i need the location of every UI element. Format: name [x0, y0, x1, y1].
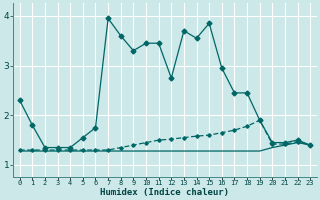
X-axis label: Humidex (Indice chaleur): Humidex (Indice chaleur) [100, 188, 229, 197]
